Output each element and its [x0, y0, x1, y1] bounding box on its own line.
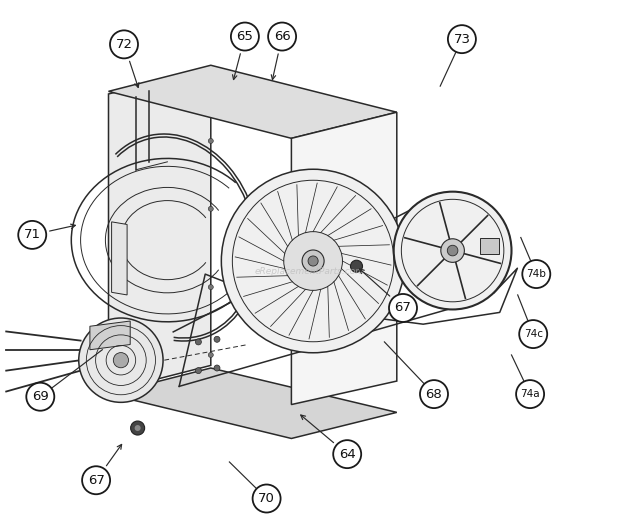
- Circle shape: [441, 239, 464, 263]
- Circle shape: [350, 260, 363, 272]
- Circle shape: [208, 206, 213, 211]
- Text: 64: 64: [339, 448, 356, 460]
- Circle shape: [252, 484, 281, 513]
- Circle shape: [284, 232, 342, 290]
- Polygon shape: [90, 321, 130, 350]
- Circle shape: [214, 365, 220, 371]
- Circle shape: [110, 30, 138, 58]
- Circle shape: [221, 169, 405, 353]
- Text: 74b: 74b: [526, 269, 546, 279]
- Text: 65: 65: [236, 30, 254, 43]
- Circle shape: [135, 425, 141, 431]
- Polygon shape: [108, 65, 397, 138]
- Text: 68: 68: [425, 388, 443, 400]
- Circle shape: [195, 367, 202, 374]
- Text: 72: 72: [115, 38, 133, 51]
- Circle shape: [131, 421, 144, 435]
- Circle shape: [394, 192, 511, 310]
- Circle shape: [26, 383, 55, 411]
- Text: 69: 69: [32, 390, 49, 403]
- Circle shape: [522, 260, 551, 288]
- Polygon shape: [112, 222, 127, 295]
- Circle shape: [516, 380, 544, 408]
- Circle shape: [208, 138, 213, 144]
- Text: 70: 70: [258, 492, 275, 505]
- Text: 74c: 74c: [524, 329, 542, 339]
- Circle shape: [448, 25, 476, 53]
- Circle shape: [208, 284, 213, 290]
- Circle shape: [79, 318, 163, 402]
- Circle shape: [308, 256, 318, 266]
- Polygon shape: [108, 368, 397, 438]
- Text: 74a: 74a: [520, 389, 540, 399]
- Circle shape: [268, 22, 296, 51]
- Circle shape: [82, 466, 110, 494]
- Circle shape: [389, 294, 417, 322]
- Circle shape: [231, 22, 259, 51]
- Circle shape: [302, 250, 324, 272]
- Circle shape: [208, 352, 213, 358]
- Polygon shape: [291, 112, 397, 405]
- Text: 67: 67: [394, 302, 412, 314]
- Circle shape: [214, 336, 220, 342]
- Text: 66: 66: [273, 30, 291, 43]
- Circle shape: [420, 380, 448, 408]
- Circle shape: [447, 245, 458, 256]
- Polygon shape: [480, 239, 499, 254]
- Circle shape: [519, 320, 547, 348]
- Text: eReplacementParts.com: eReplacementParts.com: [255, 267, 365, 276]
- Circle shape: [333, 440, 361, 468]
- Circle shape: [195, 339, 202, 345]
- Text: 71: 71: [24, 229, 41, 241]
- Text: 67: 67: [87, 474, 105, 487]
- Polygon shape: [108, 68, 211, 392]
- Text: 73: 73: [453, 33, 471, 45]
- Circle shape: [18, 221, 46, 249]
- Circle shape: [113, 352, 128, 368]
